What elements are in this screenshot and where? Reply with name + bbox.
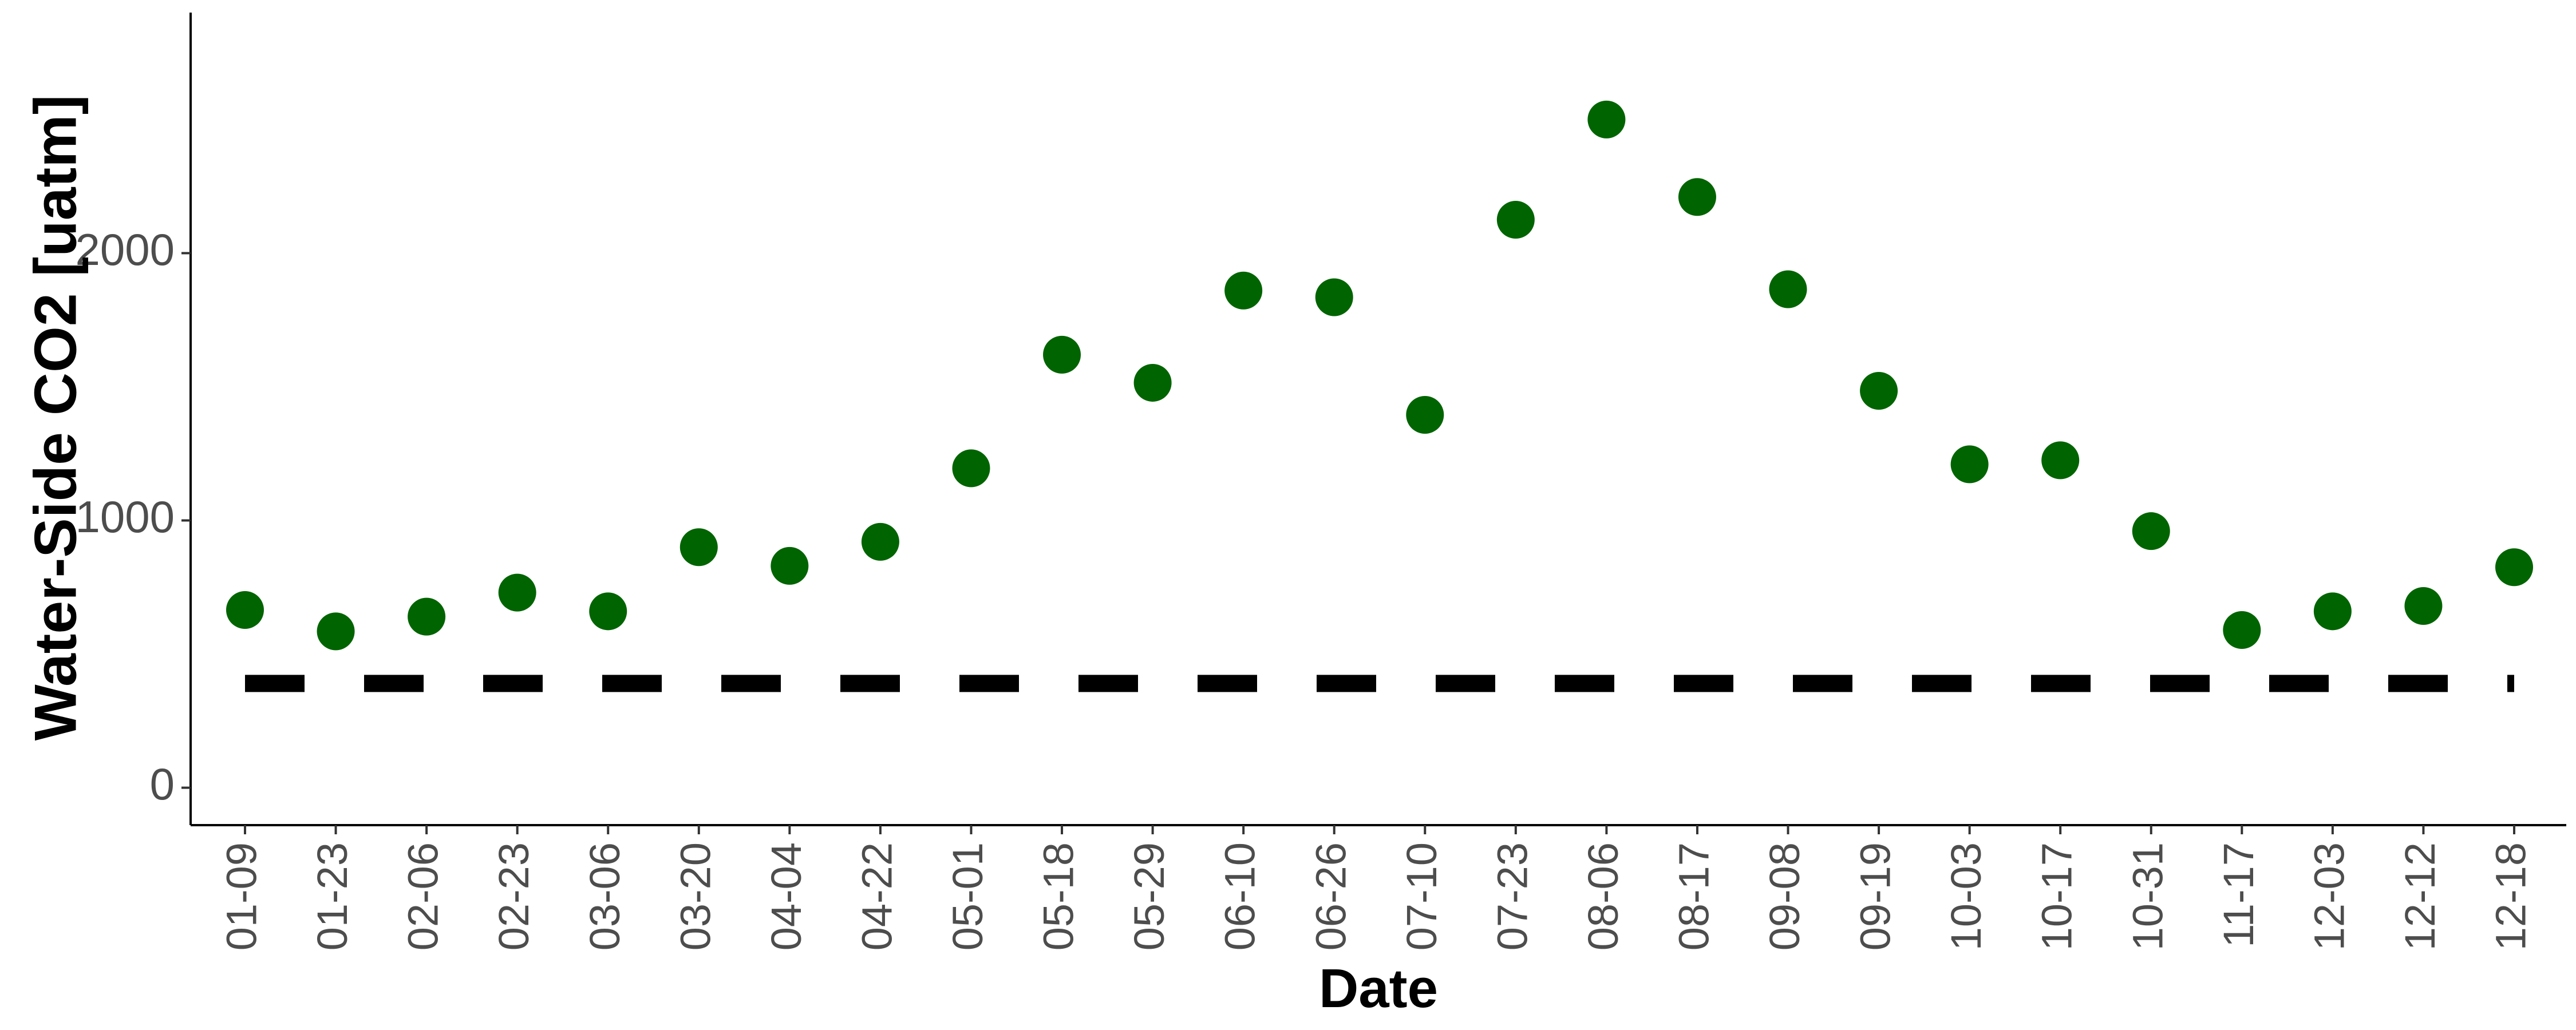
data-point xyxy=(1496,201,1535,239)
x-tick-label: 09-19 xyxy=(1852,842,1899,950)
data-points-layer xyxy=(226,100,2533,651)
data-point xyxy=(2495,548,2533,587)
x-tick-label: 08-06 xyxy=(1579,842,1627,950)
x-tick-label: 10-03 xyxy=(1942,842,1990,950)
data-point xyxy=(589,592,627,631)
data-point xyxy=(1406,395,1444,434)
data-point xyxy=(1769,270,1807,308)
x-tick-label: 07-10 xyxy=(1398,842,1445,950)
y-tick-label: 0 xyxy=(150,759,175,809)
x-tick-label: 10-31 xyxy=(2124,842,2171,950)
x-tick-label: 12-12 xyxy=(2396,842,2444,950)
x-tick-label: 03-06 xyxy=(581,842,629,950)
x-tick-label: 03-20 xyxy=(671,842,719,950)
data-point xyxy=(2132,512,2170,550)
data-point xyxy=(861,522,899,561)
x-tick-label: 06-10 xyxy=(1216,842,1264,950)
x-tick-label: 07-23 xyxy=(1488,842,1536,950)
data-point xyxy=(2041,441,2080,480)
data-point xyxy=(1587,100,1626,138)
x-tick-label: 04-22 xyxy=(853,842,900,950)
data-point xyxy=(952,449,990,488)
data-point xyxy=(226,591,264,629)
x-tick-label: 01-23 xyxy=(309,842,356,950)
data-point xyxy=(2223,611,2261,649)
data-point xyxy=(2313,592,2352,631)
x-tick-label: 12-18 xyxy=(2487,842,2535,950)
x-tick-label: 02-06 xyxy=(400,842,447,950)
data-point xyxy=(1224,271,1263,310)
x-tick-label: 01-09 xyxy=(218,842,266,950)
data-point xyxy=(1860,371,1898,410)
x-tick-label: 08-17 xyxy=(1670,842,1718,950)
x-tick-label: 12-03 xyxy=(2305,842,2353,950)
x-axis-ticks: 01-09 01-23 02-06 02-23 03-06 03-20 04-04 04-22… xyxy=(218,825,2535,950)
x-axis-title: Date xyxy=(1319,958,1438,1019)
data-point xyxy=(771,546,809,585)
y-axis-title: Water-Side CO2 [uatm] xyxy=(22,95,89,741)
data-point xyxy=(1043,335,1081,374)
x-tick-label: 02-23 xyxy=(490,842,538,950)
data-point xyxy=(408,597,446,636)
data-point xyxy=(1678,178,1716,216)
x-tick-label: 05-18 xyxy=(1035,842,1082,950)
data-point xyxy=(317,612,355,651)
y-tick-label: 1000 xyxy=(75,492,175,542)
x-tick-label: 11-17 xyxy=(2215,842,2262,948)
data-point xyxy=(1315,278,1353,316)
x-tick-label: 04-04 xyxy=(762,842,810,950)
x-tick-label: 09-08 xyxy=(1761,842,1808,950)
x-tick-label: 06-26 xyxy=(1307,842,1354,950)
x-tick-label: 05-01 xyxy=(944,842,991,950)
x-tick-label: 10-17 xyxy=(2033,842,2081,950)
data-point xyxy=(498,573,536,612)
y-axis-ticks: 0 1000 2000 xyxy=(75,224,191,809)
data-point xyxy=(679,528,718,566)
y-tick-label: 2000 xyxy=(75,224,175,275)
data-point xyxy=(1950,445,1989,484)
data-point xyxy=(1133,363,1172,402)
x-tick-label: 05-29 xyxy=(1125,842,1173,950)
data-point xyxy=(2404,587,2443,625)
